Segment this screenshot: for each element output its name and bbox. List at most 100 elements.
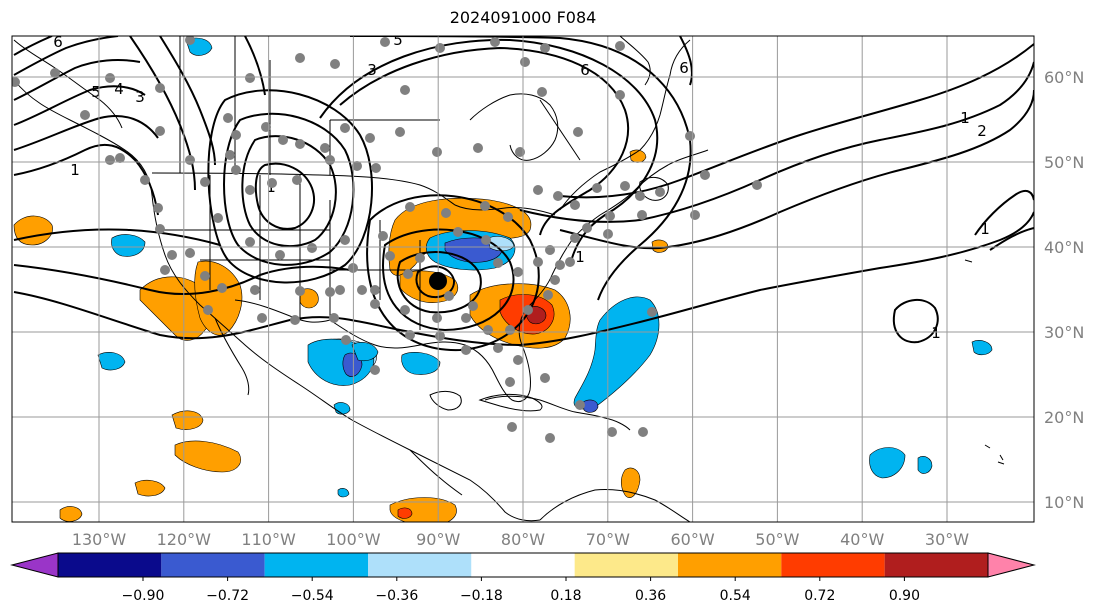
longitude-label: 40°W <box>840 530 884 549</box>
colorbar-segment <box>884 553 988 577</box>
longitude-labels: 130°W 120°W 110°W 100°W 90°W 80°W 70°W 60°W 50°W… <box>72 530 969 549</box>
map-title: 2024091000 F084 <box>449 8 597 27</box>
colorbar-tick-labels: −0.90 −0.72 −0.54 −0.36 −0.18 0.18 0.36 0.54 0.7… <box>122 577 920 604</box>
station-dot <box>543 290 553 300</box>
colorbar-segment <box>678 553 782 577</box>
contour-high-atlantic <box>892 299 939 344</box>
station-dot <box>295 53 305 63</box>
colorbar-tick-label: −0.36 <box>375 588 418 604</box>
station-dot <box>105 73 115 83</box>
contour-label: 1 <box>960 109 970 127</box>
station-dot <box>620 181 630 191</box>
shade-red-pacific-south4 <box>397 507 413 519</box>
station-dot <box>523 305 533 315</box>
station-dot <box>570 200 580 210</box>
contour-label: 3 <box>135 88 145 106</box>
station-dot <box>400 305 410 315</box>
station-dot <box>441 208 451 218</box>
contour-atlantic-east-2 <box>989 227 1034 251</box>
station-dot <box>295 286 305 296</box>
station-dot <box>275 250 285 260</box>
shade-blue-atl-east3 <box>971 340 993 356</box>
station-dot <box>690 210 700 220</box>
station-dot <box>250 285 260 295</box>
station-dot <box>365 133 375 143</box>
station-dot <box>473 143 483 153</box>
station-dot <box>507 422 517 432</box>
station-dot <box>385 251 395 261</box>
contour-long-2 <box>13 89 1034 296</box>
station-dot <box>655 187 665 197</box>
colorbar-tick-label: 0.18 <box>550 588 581 604</box>
border-us-canada <box>151 172 556 216</box>
central-america <box>409 449 463 496</box>
station-dot <box>403 269 413 279</box>
station-dot <box>185 36 195 45</box>
contour-trough-inner <box>254 162 315 230</box>
station-dot <box>415 253 425 263</box>
contour-greenland-1 <box>679 36 693 86</box>
contour-west-1 <box>13 143 159 216</box>
station-dot <box>565 257 575 267</box>
longitude-label: 70°W <box>586 530 630 549</box>
colorbar <box>10 552 1036 578</box>
station-dot <box>483 325 493 335</box>
contour-trough-2 <box>241 135 337 248</box>
colorbar-tick-label: 0.72 <box>804 588 835 604</box>
coast-east <box>551 149 709 276</box>
station-dot <box>432 147 442 157</box>
station-dot <box>278 135 288 145</box>
contour-low-east-3 <box>382 228 515 332</box>
station-dot <box>553 191 563 201</box>
station-dot <box>320 143 330 153</box>
contour-label: 1 <box>931 324 941 342</box>
station-dot <box>153 203 163 213</box>
colorbar-segment <box>58 553 162 577</box>
coast-hudson <box>469 93 559 161</box>
station-dot <box>550 275 560 285</box>
station-dot <box>700 170 710 180</box>
longitude-label: 60°W <box>671 530 715 549</box>
shade-orange-mx2 <box>299 288 319 309</box>
longitude-label: 100°W <box>326 530 381 549</box>
station-dot <box>461 313 471 323</box>
station-dot <box>325 287 335 297</box>
coast-greenland <box>619 36 651 86</box>
station-dot <box>231 130 241 140</box>
station-dot <box>340 235 350 245</box>
shade-blue-sw-bottom <box>337 488 350 498</box>
contour-label: 1 <box>575 248 585 266</box>
station-dot <box>435 43 445 53</box>
station-dot <box>513 267 523 277</box>
contour-label: 6 <box>679 59 689 77</box>
station-dot <box>513 355 523 365</box>
station-dot <box>592 183 602 193</box>
shade-blue-pacific-w <box>97 352 126 371</box>
station-dot <box>213 213 223 223</box>
map-frame <box>11 35 1035 523</box>
canada-provinces <box>179 36 581 175</box>
contour-label: 3 <box>367 61 377 79</box>
station-dot <box>615 90 625 100</box>
station-dot <box>493 258 503 268</box>
contour-west-4 <box>13 59 141 101</box>
longitude-label: 50°W <box>755 530 799 549</box>
colorbar-segment <box>781 553 885 577</box>
station-dot <box>223 113 233 123</box>
station-dot <box>330 59 340 69</box>
contour-label: 6 <box>53 33 63 51</box>
shade-blue-pacific-nw <box>111 234 146 257</box>
station-dot <box>461 345 471 355</box>
station-dot <box>752 180 762 190</box>
station-dot <box>378 231 388 241</box>
station-dot <box>400 85 410 95</box>
colorbar-tick-label: −0.54 <box>291 588 334 604</box>
station-dot <box>245 185 255 195</box>
station-dot <box>352 161 362 171</box>
gridlines <box>12 36 1034 522</box>
contour-label: 2 <box>977 122 987 140</box>
station-dot <box>217 283 227 293</box>
station-dot <box>685 131 695 141</box>
station-dot <box>493 343 503 353</box>
colorbar-segment <box>574 553 678 577</box>
